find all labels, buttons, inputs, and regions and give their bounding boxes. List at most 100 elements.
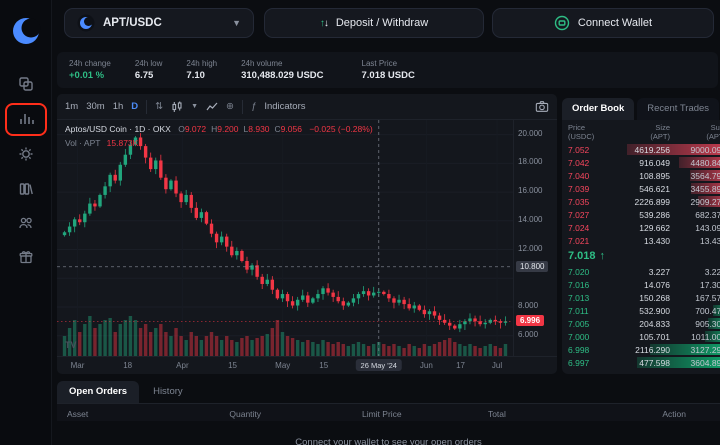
- price-tick: 12.000: [518, 243, 543, 253]
- col-total: Total: [487, 409, 506, 419]
- sidebar-item-overview[interactable]: [18, 76, 34, 92]
- chevron-down-icon: ▼: [232, 18, 241, 28]
- bids-list: 7.020 3.227 3.227 7.016 14.076 17.303 7.…: [562, 265, 720, 369]
- indicators-icon[interactable]: ƒ: [251, 101, 257, 112]
- sidebar-item-referrals[interactable]: [18, 215, 34, 231]
- connect-wallet-cta: Connect your wallet to see your open ord…: [295, 437, 482, 445]
- pair-selector[interactable]: APT/USDC ▼: [64, 8, 254, 38]
- chart-legend: Aptos/USD Coin · 1D · OKX O9.072 H9.200 L8…: [65, 124, 373, 148]
- connect-wallet-button[interactable]: Connect Wallet: [492, 8, 714, 38]
- time-tick: Jul: [491, 361, 503, 370]
- legend-change: −0.025 (−0.28%): [309, 124, 373, 134]
- compare-arrows-icon[interactable]: ⇅: [155, 101, 164, 112]
- legend-ohlc-value: 8.930: [248, 124, 270, 134]
- candle-style-icon[interactable]: [171, 101, 183, 113]
- orderbook-ask-row[interactable]: 7.024 129.662 143.092: [568, 222, 720, 233]
- interval-1h[interactable]: 1h: [112, 101, 124, 112]
- price-tick: 18.000: [518, 157, 543, 167]
- sidebar-item-portfolio[interactable]: [18, 181, 34, 197]
- last-price-badge: 6.996: [516, 315, 545, 327]
- orderbook-bid-row[interactable]: 6.998 2116.290 3127.295: [562, 343, 720, 356]
- interval-1d[interactable]: D: [131, 101, 139, 112]
- col-asset: Asset: [67, 409, 89, 419]
- chevron-down-icon: ▼: [191, 103, 199, 110]
- tab-recent-trades[interactable]: Recent Trades: [637, 98, 720, 120]
- time-tick: Jun: [419, 361, 433, 370]
- stat-24h-volume: 24h volume 310,488.029 USDC: [241, 59, 324, 81]
- indicators-label[interactable]: Indicators: [264, 101, 306, 112]
- tradingview-logo[interactable]: TV: [65, 340, 77, 350]
- asks-list: 7.052 4619.256 9000.098 7.042 916.049 44…: [562, 143, 720, 247]
- annotation-highlight-box: [5, 103, 47, 136]
- time-tick: Apr: [176, 361, 189, 370]
- time-tick: 15: [228, 361, 237, 370]
- col-quantity: Quantity: [229, 409, 262, 419]
- orders-tabs: Open Orders History: [57, 380, 720, 403]
- legend-ohlc-value: 9.056: [280, 124, 302, 134]
- orderbook-bid-row[interactable]: 7.016 14.076 17.303: [568, 279, 720, 290]
- time-axis[interactable]: Mar 18 Apr 15 May 15 26 May '24 Jun 17 Jul: [57, 356, 557, 373]
- interval-1m[interactable]: 1m: [65, 101, 79, 112]
- orderbook-ask-row[interactable]: 7.052 4619.256 9000.098: [562, 143, 720, 156]
- crosshair-date-badge: 26 May '24: [355, 359, 402, 371]
- time-tick: 15: [319, 361, 329, 370]
- orderbook-bid-row[interactable]: 7.020 3.227 3.227: [568, 266, 720, 277]
- orderbook-ask-row[interactable]: 7.039 546.621 3455.898: [562, 182, 720, 195]
- crosshair-price-badge: 10.800: [516, 260, 549, 272]
- orders-table-header: Asset Quantity Limit Price Total Action: [57, 403, 720, 421]
- orderbook-bid-row[interactable]: 7.013 150.268 167.571: [568, 292, 720, 303]
- orderbook-ask-row[interactable]: 7.035 2226.899 2909.277: [562, 195, 720, 208]
- toolbar-divider: [146, 99, 148, 114]
- orderbook-tabs: Order Book Recent Trades: [562, 94, 720, 120]
- connect-wallet-label: Connect Wallet: [577, 17, 653, 29]
- tab-history[interactable]: History: [153, 386, 183, 397]
- mid-price[interactable]: 7.018 ↑: [568, 250, 606, 262]
- legend-ohlc-value: 9.200: [217, 124, 239, 134]
- wallet-icon: [554, 15, 570, 31]
- deposit-withdraw-button[interactable]: ↑↓ Deposit / Withdraw: [264, 8, 484, 38]
- price-tick: 14.000: [518, 214, 543, 224]
- stat-24h-high: 24h high 7.10: [186, 59, 218, 81]
- legend-ohlc-key: C: [274, 124, 281, 134]
- legend-vol-value: 15.873K: [106, 138, 139, 148]
- time-tick: Mar: [70, 361, 85, 370]
- orderbook-bid-row[interactable]: 7.011 532.900 700.471: [562, 304, 720, 317]
- orderbook-ask-row[interactable]: 7.027 539.286 682.378: [568, 209, 720, 220]
- legend-ohlc-value: 9.072: [184, 124, 207, 134]
- orderbook-bid-row[interactable]: 6.997 477.598 3604.893: [562, 356, 720, 369]
- sidebar-item-rewards[interactable]: [18, 249, 34, 265]
- sidebar: [0, 0, 52, 445]
- orderbook-ask-row[interactable]: 7.042 916.049 4480.842: [562, 156, 720, 169]
- time-tick: 17: [456, 361, 465, 370]
- pair-token-icon: [77, 14, 95, 32]
- legend-vol-label: Vol · APT: [65, 138, 101, 148]
- stat-24h-low: 24h low 6.75: [134, 59, 163, 81]
- price-up-arrow-icon: ↑: [599, 250, 606, 262]
- orderbook-bid-row[interactable]: 7.000 105.701 1011.005: [562, 330, 720, 343]
- price-tick: 6.000: [518, 329, 539, 339]
- legend-ohlc-key: O: [178, 124, 185, 134]
- tab-open-orders[interactable]: Open Orders: [57, 381, 140, 403]
- interval-30m[interactable]: 30m: [86, 101, 105, 112]
- sidebar-item-settings[interactable]: [18, 146, 34, 162]
- camera-icon[interactable]: [535, 100, 549, 113]
- tab-order-book[interactable]: Order Book: [562, 98, 635, 120]
- orderbook-bid-row[interactable]: 7.005 204.833 905.304: [562, 317, 720, 330]
- line-style-icon[interactable]: [206, 101, 218, 113]
- stat-24h-change: 24h change +0.01 %: [69, 59, 111, 81]
- plus-circle-icon[interactable]: ⊕: [226, 101, 235, 112]
- toolbar-divider: [242, 99, 244, 114]
- orderbook-ask-row[interactable]: 7.021 13.430 13.430: [568, 235, 720, 246]
- pair-label: APT/USDC: [103, 17, 162, 29]
- sidebar-item-trade-chart[interactable]: [18, 111, 34, 127]
- orderbook-header: Price(USDC) Size(APT) Sum(APT): [568, 123, 720, 141]
- time-tick: May: [275, 361, 291, 370]
- app-logo-icon: [13, 18, 41, 44]
- chart-toolbar: 1m 30m 1h D ⇅ ▼ ⊕ ƒ Indicators: [57, 94, 557, 120]
- price-axis[interactable]: 20.000 18.000 16.000 14.000 12.000 10.800 8.00…: [513, 120, 557, 356]
- legend-ohlc-key: H: [211, 124, 218, 134]
- chart-area[interactable]: 20.000 18.000 16.000 14.000 12.000 10.800 8.00…: [57, 120, 557, 356]
- col-action: Action: [662, 409, 686, 419]
- orderbook-ask-row[interactable]: 7.040 108.895 3564.793: [562, 169, 720, 182]
